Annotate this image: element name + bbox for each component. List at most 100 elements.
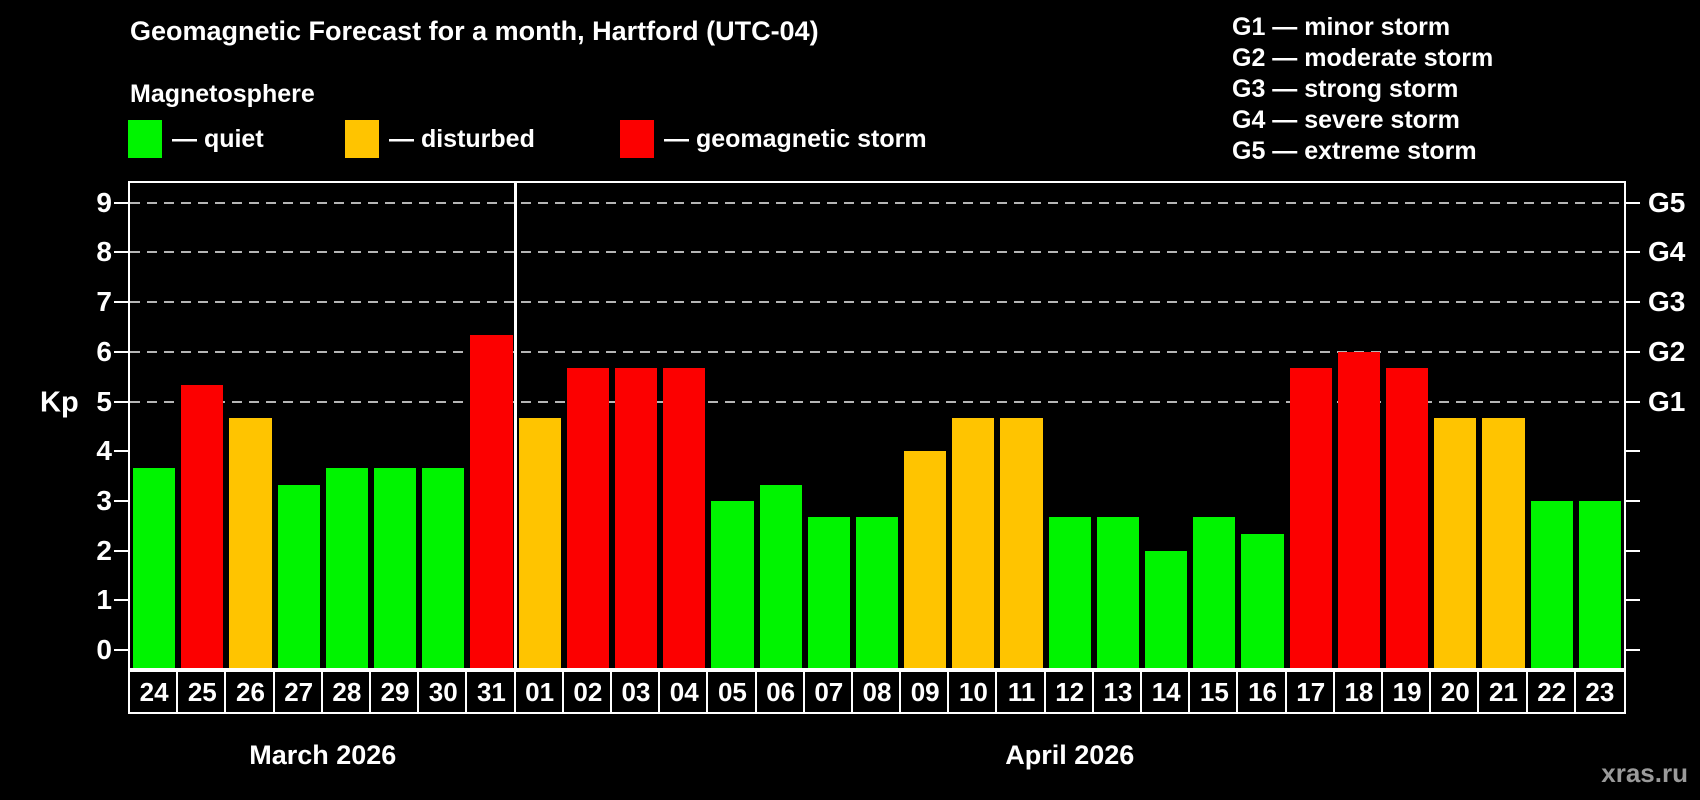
y-tick-right — [1626, 649, 1640, 651]
magnetosphere-subtitle: Magnetosphere — [130, 80, 315, 108]
g-level-label-g2: G2 — [1648, 335, 1686, 367]
date-cell: 08 — [850, 670, 904, 714]
date-cell: 10 — [947, 670, 1000, 714]
kp-bar — [759, 484, 802, 668]
kp-bar — [1289, 368, 1332, 668]
kp-bar — [904, 451, 947, 668]
date-cell: 09 — [899, 670, 952, 714]
y-tick-label: 9 — [96, 186, 112, 218]
kp-bar — [325, 467, 368, 668]
y-tick-right — [1626, 599, 1640, 602]
g-level-label-g5: G5 — [1648, 186, 1686, 218]
y-tick-left — [114, 649, 128, 651]
legend-item-disturbed: — disturbed — [345, 120, 535, 158]
kp-bar — [422, 467, 465, 668]
kp-bar — [711, 500, 754, 668]
kp-bar — [1048, 517, 1091, 668]
disturbed-color-swatch — [345, 120, 379, 158]
date-cell: 12 — [1043, 670, 1096, 714]
kp-bar — [1241, 534, 1284, 668]
y-tick-label: 1 — [96, 584, 112, 616]
y-tick-right — [1626, 450, 1640, 453]
kp-bar — [807, 517, 850, 668]
date-cell: 02 — [561, 670, 614, 714]
date-cell: 27 — [272, 670, 325, 714]
y-tick-label: 2 — [96, 534, 112, 566]
date-cell: 15 — [1188, 670, 1241, 714]
date-cell: 25 — [176, 670, 229, 714]
month-separator — [514, 183, 518, 668]
y-tick-right — [1626, 301, 1640, 304]
date-cell: 13 — [1091, 670, 1145, 714]
kp-bar — [518, 417, 561, 668]
storm-color-swatch — [620, 120, 654, 158]
y-tick-right — [1626, 499, 1640, 502]
y-tick-left — [114, 450, 128, 453]
g-scale-line-g5: G5 — extreme storm — [1232, 137, 1477, 165]
date-cell: 19 — [1381, 670, 1434, 714]
y-tick-left — [114, 251, 128, 254]
y-tick-left — [114, 599, 128, 602]
gridline-kp6 — [130, 350, 1624, 353]
kp-bar — [229, 417, 272, 668]
month-label-april: April 2026 — [1005, 740, 1135, 770]
g-level-label-g1: G1 — [1648, 385, 1686, 417]
date-cell: 06 — [754, 670, 807, 714]
y-tick-label: 6 — [96, 335, 112, 367]
date-cell: 21 — [1477, 670, 1530, 714]
y-tick-label: 5 — [96, 385, 112, 417]
y-tick-right — [1626, 251, 1640, 254]
date-cell: 16 — [1236, 670, 1289, 714]
kp-bar — [614, 368, 658, 668]
y-tick-left — [114, 400, 128, 403]
date-cell: 22 — [1525, 670, 1578, 714]
date-cell: 11 — [995, 670, 1048, 714]
y-tick-left — [114, 301, 128, 304]
g-scale-line-g1: G1 — minor storm — [1232, 13, 1451, 41]
gridline-kp5 — [130, 400, 1624, 403]
kp-bar — [1337, 351, 1381, 668]
g-level-label-g3: G3 — [1648, 286, 1686, 318]
legend-item-quiet: — quiet — [128, 120, 264, 158]
date-cell: 03 — [609, 670, 663, 714]
g-scale-legend: G1 — minor storm G2 — moderate storm G3 … — [1232, 12, 1493, 167]
date-cell: 28 — [320, 670, 373, 714]
y-tick-right — [1626, 549, 1640, 552]
g-level-label-g4: G4 — [1648, 236, 1686, 268]
gridline-kp9 — [130, 201, 1624, 204]
kp-bar — [1530, 500, 1573, 668]
g-scale-line-g2: G2 — moderate storm — [1232, 44, 1494, 72]
quiet-color-swatch — [128, 120, 162, 158]
kp-bar — [566, 368, 609, 668]
legend-label-storm: — geomagnetic storm — [664, 124, 927, 153]
y-tick-right — [1626, 201, 1640, 204]
kp-bar — [1386, 368, 1429, 668]
y-tick-right — [1626, 400, 1640, 403]
y-tick-label: 0 — [96, 634, 112, 665]
kp-bar — [1193, 517, 1236, 668]
date-cell: 04 — [658, 670, 711, 714]
y-tick-label: 4 — [96, 435, 112, 467]
date-cell: 05 — [706, 670, 759, 714]
kp-bar — [952, 417, 995, 668]
y-tick-label: 3 — [96, 484, 112, 516]
watermark: xras.ru — [1601, 758, 1688, 788]
legend-label-disturbed: — disturbed — [389, 124, 535, 153]
kp-bar — [133, 467, 176, 668]
date-cell: 07 — [802, 670, 855, 714]
gridline-kp8 — [130, 251, 1624, 254]
date-cell: 26 — [224, 670, 277, 714]
month-label-march: March 2026 — [249, 740, 397, 770]
kp-bar — [373, 467, 417, 668]
kp-bar — [1434, 417, 1477, 668]
kp-bar — [1578, 500, 1621, 668]
y-tick-left — [114, 350, 128, 353]
gridline-kp7 — [130, 301, 1624, 304]
g-scale-line-g4: G4 — severe storm — [1232, 106, 1460, 134]
date-cell: 01 — [513, 670, 566, 714]
date-cell: 29 — [368, 670, 422, 714]
y-tick-left — [114, 201, 128, 204]
date-cell: 30 — [417, 670, 470, 714]
kp-bar — [1096, 517, 1140, 668]
y-tick-left — [114, 499, 128, 502]
